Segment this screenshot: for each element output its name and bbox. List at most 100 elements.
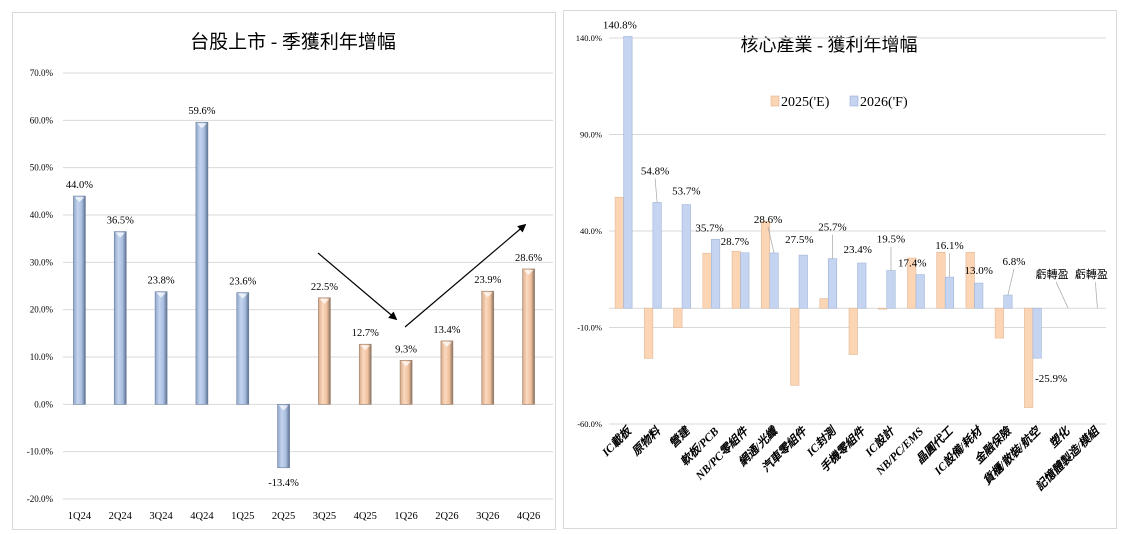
right-data-label: 28.7%	[721, 236, 749, 248]
right-bar-2026-汽車零組件	[798, 254, 808, 309]
left-y-tick-label: -20.0%	[27, 494, 54, 504]
right-bars	[614, 36, 1042, 408]
right-bar-2026-金融保險	[1003, 294, 1013, 309]
left-y-axis: -20.0% -10.0% 0.0% 10.0% 20.0% 30.0% 40.0% 50.0…	[27, 68, 54, 504]
right-chart-panel: 核心產業 - 獲利年增幅 -60.0% -10.0% 40.0% 90.0% 140.0…	[563, 10, 1117, 529]
right-x-tick-label: 塑化	[1047, 423, 1074, 450]
right-x-tick-label: 原物料	[629, 424, 664, 459]
core-industry-profit-growth-chart: 核心產業 - 獲利年增幅 -60.0% -10.0% 40.0% 90.0% 140.0…	[576, 19, 1108, 493]
right-data-label-turnaround: 虧轉盈	[1075, 267, 1108, 281]
right-bar-2026-手機零組件	[857, 262, 867, 309]
right-bar-2025-貨櫃/散裝/航空	[1024, 307, 1034, 408]
left-y-tick-label: 70.0%	[30, 68, 54, 78]
left-bar-4Q24	[195, 121, 209, 405]
right-bar-2026-軟板/PCB	[711, 238, 721, 309]
right-label-leader	[654, 178, 658, 203]
left-data-label: 23.9%	[474, 275, 501, 286]
left-x-tick-label: 1Q25	[231, 511, 254, 522]
left-bar-bevel	[115, 232, 126, 238]
right-data-label: 6.8%	[1002, 256, 1025, 268]
left-bar-bevel	[278, 405, 289, 411]
left-y-tick-label: 30.0%	[30, 257, 54, 267]
right-data-label: 19.5%	[877, 234, 905, 246]
left-x-tick-label: 2Q24	[109, 511, 133, 522]
right-data-label-turnaround: 虧轉盈	[1036, 267, 1069, 281]
left-x-tick-label: 1Q24	[68, 511, 92, 522]
left-data-label: 23.8%	[148, 276, 175, 287]
right-bar-2026-營建	[681, 204, 691, 309]
left-data-label: -13.4%	[268, 478, 299, 489]
right-data-labels: 140.8% 54.8%53.7% 35.7% 28.7% 28.6%27.5% 25.7…	[603, 19, 1108, 385]
right-bar-2025-金融保險	[994, 307, 1004, 339]
left-y-tick-label: 20.0%	[30, 305, 54, 315]
right-label-leader	[767, 226, 775, 254]
left-bars	[73, 121, 535, 469]
left-bar-2Q25	[277, 404, 290, 469]
left-y-tick-label: 60.0%	[30, 115, 54, 125]
right-bar-2026-NB/PC/EMS	[915, 274, 925, 309]
left-x-axis: 1Q24 2Q24 3Q24 4Q24 1Q25 2Q25 3Q25 4Q25 1Q26 2Q26…	[68, 511, 541, 522]
right-label-leader	[1095, 282, 1098, 309]
left-bar-4Q25	[358, 343, 372, 405]
right-data-label: 17.4%	[898, 258, 926, 270]
left-y-tick-label: 50.0%	[30, 163, 54, 173]
left-bar-bevel	[156, 292, 167, 298]
right-data-label: 140.8%	[603, 19, 637, 31]
right-label-leader	[1007, 268, 1015, 296]
right-bar-2025-IC設計	[877, 307, 888, 310]
left-data-label: 22.5%	[311, 282, 338, 293]
left-bar-1Q26	[399, 360, 413, 405]
left-data-label: 59.6%	[188, 106, 215, 117]
left-bar-bevel	[401, 361, 412, 367]
left-bar-bevel	[196, 123, 207, 129]
left-y-tick-label: 40.0%	[30, 210, 54, 220]
right-data-label: -25.9%	[1035, 373, 1067, 385]
left-x-tick-label: 3Q24	[149, 511, 173, 522]
left-y-tick-label: -10.0%	[27, 447, 54, 457]
right-data-label: 25.7%	[818, 222, 846, 234]
right-bar-2025-IC載板	[614, 196, 624, 309]
left-chart-title: 台股上市 - 季獲利年增幅	[190, 31, 396, 53]
left-x-tick-label: 2Q25	[272, 511, 295, 522]
right-bar-2025-原物料	[644, 307, 654, 359]
right-bar-2026-貨櫃/散裝/航空	[1032, 307, 1042, 359]
right-x-tick-label: 營建	[667, 424, 694, 451]
left-x-tick-label: 3Q26	[476, 511, 499, 522]
right-bar-2026-原物料	[652, 202, 662, 309]
left-bar-bevel	[74, 197, 85, 203]
left-x-tick-label: 4Q24	[190, 511, 214, 522]
left-bar-bevel	[360, 345, 371, 351]
left-data-label: 13.4%	[433, 325, 460, 336]
right-bar-2026-晶圓代工	[944, 276, 955, 309]
right-bar-2025-晶圓代工	[936, 251, 946, 309]
left-x-tick-label: 4Q26	[517, 511, 540, 522]
right-bar-2026-網通/光纖	[769, 252, 779, 309]
left-bar-2Q24	[113, 231, 127, 405]
left-data-label: 12.7%	[352, 328, 379, 339]
right-y-tick-label: 140.0%	[576, 33, 602, 43]
left-x-tick-label: 4Q25	[354, 511, 377, 522]
left-data-label: 28.6%	[515, 253, 542, 264]
right-y-tick-label: 40.0%	[580, 226, 602, 236]
left-bar-1Q24	[73, 195, 86, 405]
trend-arrow-up	[404, 223, 527, 328]
right-chart-title: 核心產業 - 獲利年增幅	[741, 35, 918, 55]
right-y-tick-label: -10.0%	[577, 323, 602, 333]
right-x-tick-label: IC載板	[599, 423, 636, 460]
left-x-tick-label: 1Q26	[394, 511, 417, 522]
right-data-label: 53.7%	[672, 186, 700, 198]
quarterly-profit-growth-chart: 台股上市 - 季獲利年增幅 -20.0% -10.0% 0.0% 10.0% 20.0%…	[27, 31, 553, 522]
left-bar-3Q26	[481, 290, 495, 405]
trend-arrow-down	[317, 252, 398, 321]
left-bar-1Q25	[236, 292, 250, 405]
right-bar-2026-IC設備/耗材	[974, 282, 984, 309]
right-bar-2025-軟板/PCB	[702, 252, 712, 309]
right-data-label: 16.1%	[935, 240, 963, 252]
right-data-label: 23.4%	[844, 244, 872, 256]
legend-label-2026: 2026('F)	[860, 95, 908, 110]
left-data-label: 36.5%	[107, 216, 134, 227]
right-data-label: 35.7%	[695, 222, 723, 234]
left-data-labels: 44.0% 36.5% 23.8% 59.6% 23.6% -13.4% 22.5% 12.7…	[66, 106, 543, 489]
left-y-tick-label: 0.0%	[34, 399, 53, 409]
